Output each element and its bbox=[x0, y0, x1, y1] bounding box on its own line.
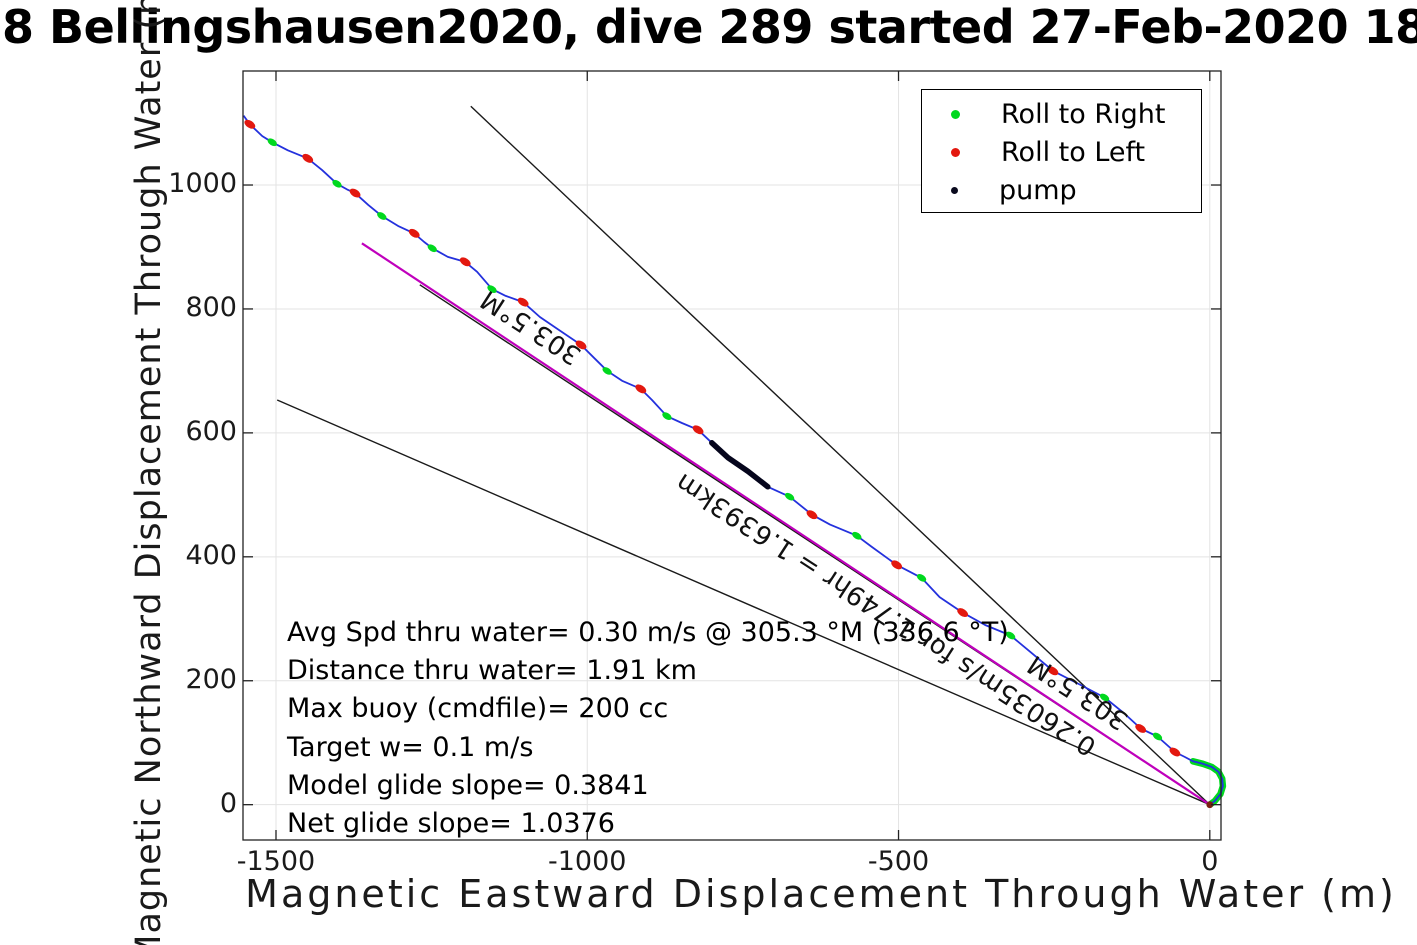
pump-segment bbox=[709, 440, 771, 490]
x-tick-label: -500 bbox=[867, 846, 930, 877]
y-tick-label: 400 bbox=[185, 539, 237, 571]
roll-right-marker bbox=[487, 285, 497, 293]
stat-target-w: Target w= 0.1 m/s bbox=[287, 731, 534, 763]
roll-right-marker bbox=[602, 367, 612, 375]
y-tick-label: 1000 bbox=[168, 168, 237, 200]
roll-left-marker-icon bbox=[951, 147, 960, 157]
stat-model-glide: Model glide slope= 0.3841 bbox=[287, 769, 649, 801]
legend-label: Roll to Left bbox=[1001, 136, 1146, 168]
roll-left-marker bbox=[517, 297, 529, 307]
axes-box bbox=[242, 70, 1222, 841]
legend-item-pump: pump bbox=[922, 171, 1201, 209]
roll-right-marker bbox=[662, 412, 672, 420]
stat-distance: Distance thru water= 1.91 km bbox=[287, 655, 697, 687]
roll-right-marker bbox=[916, 574, 927, 582]
roll-right-marker-icon bbox=[951, 109, 960, 119]
stat-avg-speed: Avg Spd thru water= 0.30 m/s @ 305.3 °M … bbox=[287, 617, 1009, 648]
roll-left-marker bbox=[957, 608, 969, 618]
roll-left-marker bbox=[1169, 747, 1181, 757]
x-axis-label: Magnetic Eastward Displacement Through W… bbox=[245, 872, 1397, 916]
roll-left-marker bbox=[1135, 724, 1147, 733]
roll-left-marker bbox=[349, 188, 361, 198]
roll-left-marker bbox=[408, 228, 420, 238]
turn-loop bbox=[1189, 758, 1227, 808]
roll-left-marker bbox=[244, 119, 256, 129]
legend-item-roll-left: Roll to Left bbox=[922, 133, 1201, 171]
legend-label: Roll to Right bbox=[1001, 98, 1166, 130]
dive-stats-block: Avg Spd thru water= 0.30 m/s @ 305.3 °M … bbox=[287, 614, 1009, 843]
x-tick-label: -1500 bbox=[236, 846, 316, 877]
roll-right-marker bbox=[267, 138, 277, 147]
roll-left-marker bbox=[891, 560, 903, 570]
roll-right-marker bbox=[332, 179, 342, 188]
legend: Roll to Right Roll to Left pump bbox=[921, 89, 1202, 213]
roll-right-marker bbox=[1152, 732, 1163, 741]
roll-right-marker bbox=[852, 531, 862, 540]
roll-left-marker bbox=[806, 510, 818, 520]
legend-label: pump bbox=[999, 174, 1077, 206]
roll-right-marker bbox=[377, 212, 387, 220]
roll-right-marker bbox=[1099, 693, 1110, 702]
stat-max-buoy: Max buoy (cmdfile)= 200 cc bbox=[287, 693, 669, 725]
y-tick-label: 200 bbox=[185, 663, 237, 695]
stat-net-glide: Net glide slope= 1.0376 bbox=[287, 808, 615, 840]
pump-marker-icon bbox=[951, 186, 958, 194]
y-tick-label: 800 bbox=[185, 291, 237, 323]
bearing-fan-lower bbox=[276, 399, 1211, 806]
x-tick-label: 0 bbox=[1201, 846, 1219, 877]
x-tick-label: -1000 bbox=[548, 846, 627, 877]
roll-left-marker bbox=[575, 340, 587, 350]
roll-left-marker bbox=[635, 384, 647, 394]
roll-right-marker bbox=[1005, 631, 1016, 640]
chart-title: 8 Bellingshausen2020, dive 289 started 2… bbox=[2, 0, 1417, 54]
origin-marker bbox=[1206, 801, 1214, 809]
y-tick-label: 600 bbox=[185, 415, 237, 447]
avg-speed-vector bbox=[361, 242, 1211, 806]
y-tick-label: 0 bbox=[219, 787, 237, 819]
roll-left-marker bbox=[1047, 666, 1059, 676]
roll-right-marker bbox=[427, 244, 437, 253]
roll-left-marker bbox=[459, 257, 471, 267]
roll-left-marker bbox=[302, 153, 314, 163]
legend-item-roll-right: Roll to Right bbox=[922, 95, 1201, 133]
roll-left-marker bbox=[692, 425, 704, 435]
roll-right-marker bbox=[784, 492, 795, 501]
